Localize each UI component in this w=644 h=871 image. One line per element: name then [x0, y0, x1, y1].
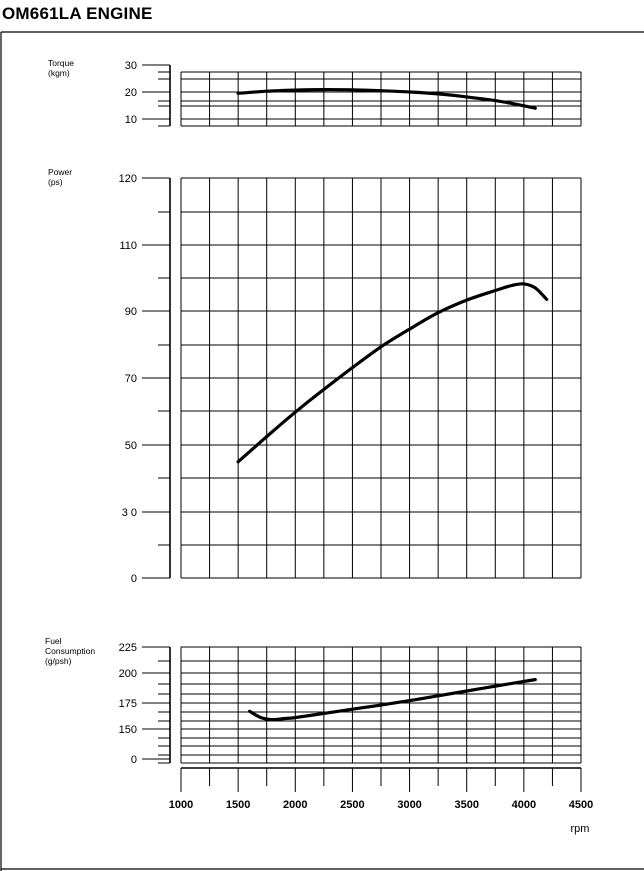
- x-tick-label-7: 4500: [569, 799, 593, 811]
- x-axis-label: rpm: [571, 823, 590, 835]
- fuel-ytick-label-0: 225: [119, 642, 137, 654]
- power-ytick-label-3: 70: [125, 373, 137, 385]
- fuel-ytick-label-3: 150: [119, 724, 137, 736]
- fuel-ytick-label-4: 0: [131, 754, 137, 766]
- torque-curve-0: [236, 87, 537, 110]
- x-tick-label-5: 3500: [454, 799, 478, 811]
- fuel-ytick-label-2: 175: [119, 698, 137, 710]
- power-ytick-label-6: 0: [131, 573, 137, 585]
- x-tick-label-1: 1500: [226, 799, 250, 811]
- power-ytick-label-4: 50: [125, 440, 137, 452]
- fuel-label-line-2: (g/psh): [45, 656, 72, 666]
- power-ytick-label-1: 110: [119, 240, 137, 252]
- power-label-line-0: Power: [48, 167, 72, 177]
- torque-ytick-label-1: 20: [125, 87, 137, 99]
- torque-label-line-1: (kgm): [48, 68, 70, 78]
- x-tick-label-3: 2500: [340, 799, 364, 811]
- power-ytick-label-0: 120: [119, 173, 137, 185]
- x-tick-label-2: 2000: [283, 799, 307, 811]
- power-curve-0: [236, 282, 549, 464]
- fuel-label-line-0: Fuel: [45, 636, 62, 646]
- fuel-label-line-1: Consumption: [45, 646, 95, 656]
- torque-ytick-label-0: 30: [125, 60, 137, 72]
- power-ytick-label-5: 3 0: [122, 507, 137, 519]
- grid: [180, 71, 582, 764]
- axes: [142, 64, 582, 792]
- page-title: OM661LA ENGINE: [2, 4, 153, 23]
- x-tick-label-0: 1000: [169, 799, 193, 811]
- torque-ytick-label-2: 10: [125, 114, 137, 126]
- power-label-line-1: (ps): [48, 177, 63, 187]
- torque-label-line-0: Torque: [48, 58, 74, 68]
- fuel-curve-0: [248, 678, 537, 722]
- curves: [236, 87, 549, 722]
- x-tick-label-4: 3000: [397, 799, 421, 811]
- x-tick-label-6: 4000: [512, 799, 536, 811]
- power-ytick-label-2: 90: [125, 306, 137, 318]
- fuel-ytick-label-1: 200: [119, 668, 137, 680]
